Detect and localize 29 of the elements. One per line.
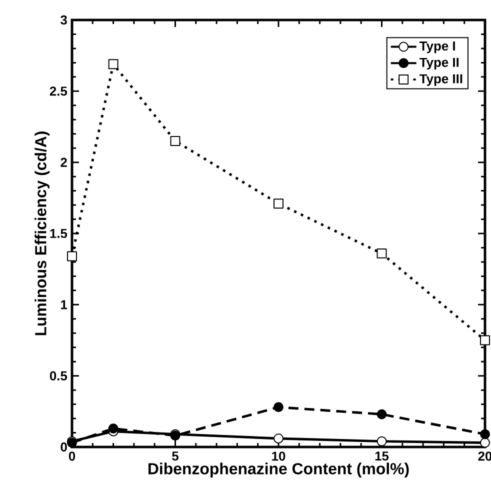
point: [480, 429, 490, 440]
point: [376, 436, 387, 446]
legend-label: Type II: [419, 58, 459, 70]
point: [376, 409, 387, 420]
point: [170, 136, 180, 146]
x-tick-label: 0: [68, 452, 76, 461]
point: [274, 402, 284, 412]
point: [274, 198, 284, 209]
legend-label: Type III: [419, 74, 462, 86]
point: [108, 59, 118, 70]
x-tick-label: 10: [272, 452, 286, 461]
point: [67, 251, 77, 262]
y-tick-label: 2: [60, 158, 67, 167]
y-tick-label: 0: [60, 442, 67, 452]
y-tick-label: 1: [61, 300, 68, 310]
x-tick-label: 5: [172, 452, 178, 461]
y-tick-label: 1.5: [50, 228, 68, 238]
y-tick-label: 2.5: [50, 86, 68, 96]
y-axis-title: Luminous Efficiency (cd/A): [34, 132, 50, 336]
point: [480, 438, 490, 448]
legend-label: Type I: [419, 42, 455, 54]
point: [376, 248, 387, 258]
point: [274, 433, 284, 444]
point: [480, 335, 490, 346]
y-tick-label: 3: [60, 15, 67, 25]
point: [108, 424, 118, 434]
y-tick-label: 0.5: [50, 371, 68, 380]
x-axis-title: Dibenzophenazine Content (mol%): [148, 462, 409, 478]
x-tick-label: 15: [375, 452, 389, 461]
